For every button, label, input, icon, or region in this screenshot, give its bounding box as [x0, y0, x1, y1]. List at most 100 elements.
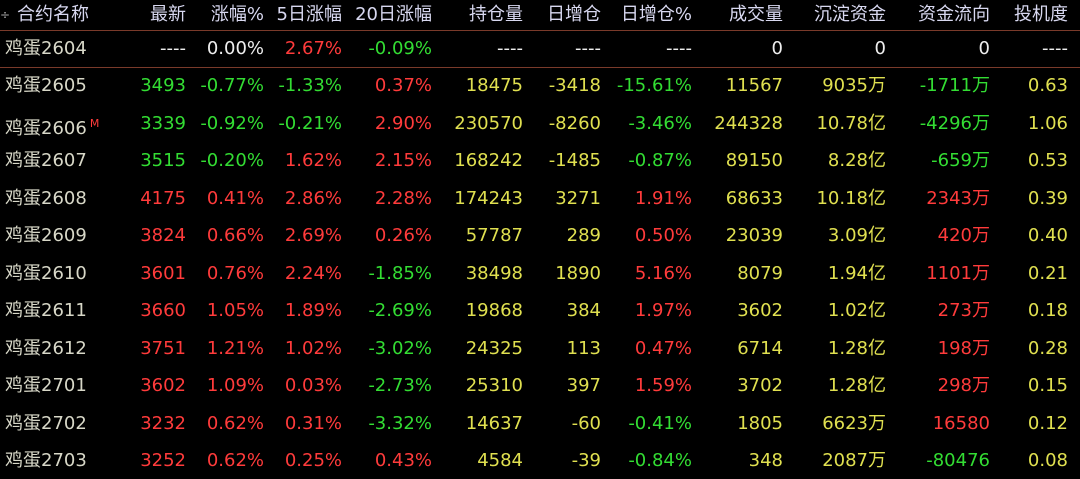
quote-cell: 397 [566, 375, 601, 396]
column-header: 资金流向 [918, 4, 990, 25]
quote-cell: 174243 [454, 187, 523, 209]
quote-cell: -3.02% [368, 337, 432, 359]
quote-cell: 0.31% [284, 412, 342, 434]
quote-cell: 1.02亿 [827, 300, 886, 321]
quote-cell: -39 [571, 450, 601, 471]
quote-cell: 1.94亿 [827, 262, 886, 284]
column-header: 成交量 [729, 4, 783, 25]
quote-cell: ---- [160, 38, 186, 59]
quote-cell: 1.09% [206, 375, 264, 396]
quote-cell: 18475 [465, 75, 523, 96]
column-header: 涨幅% [210, 4, 264, 25]
column-header: 20日涨幅 [355, 4, 432, 25]
quote-cell: 1805 [737, 412, 783, 434]
quote-cell: ---- [497, 38, 523, 59]
quote-cell: 0.63 [1027, 75, 1068, 96]
quote-cell: 3702 [737, 375, 783, 396]
quote-cell: 2.86% [284, 187, 342, 209]
quote-cell: 0 [771, 38, 783, 59]
quote-cell: 1.06 [1027, 112, 1068, 134]
quote-cell: ---- [1042, 38, 1068, 59]
quote-cell: 6623万 [822, 412, 886, 434]
quote-cell: 198万 [937, 337, 990, 359]
contract-name: 鸡蛋2607 [5, 150, 87, 171]
quote-cell: 1101万 [926, 262, 990, 284]
quote-cell: 0.37% [374, 75, 432, 96]
column-header: 最新 [150, 4, 186, 25]
quote-cell: 0.39 [1027, 187, 1068, 209]
quote-cell: 19868 [465, 300, 523, 321]
quote-cell: -1.33% [278, 75, 342, 96]
quote-cell: 10.18亿 [816, 187, 886, 209]
quote-cell: -0.41% [628, 412, 692, 434]
column-header: 5日涨幅 [276, 4, 342, 25]
quote-cell: 3751 [140, 337, 186, 359]
quote-cell: 0.66% [206, 225, 264, 246]
quote-cell: 14637 [465, 412, 523, 434]
quote-cell: 0.26% [374, 225, 432, 246]
quote-cell: -659万 [931, 150, 990, 171]
quote-cell: 384 [566, 300, 601, 321]
quote-cell: 0.43% [374, 450, 432, 471]
contract-name: 鸡蛋2609 [5, 225, 87, 246]
quote-cell: -0.87% [628, 150, 692, 171]
column-header: 投机度 [1014, 4, 1068, 25]
quote-cell: -3.32% [368, 412, 432, 434]
quote-cell: -3.46% [628, 112, 692, 134]
quote-cell: 3271 [555, 187, 601, 209]
quote-cell: 3.09亿 [827, 225, 886, 246]
contract-name: 鸡蛋2701 [5, 375, 87, 396]
quote-cell: 420万 [937, 225, 990, 246]
quote-cell: 3493 [140, 75, 186, 96]
quote-cell: 0 [978, 38, 990, 59]
quote-cell: -60 [571, 412, 601, 434]
quote-cell: 89150 [725, 150, 783, 171]
quote-cell: -1711万 [919, 75, 990, 96]
column-header: 日增仓 [547, 4, 601, 25]
quote-cell: -0.09% [368, 38, 432, 59]
quote-cell: 0.18 [1027, 300, 1068, 321]
quote-cell: 16580 [932, 412, 990, 434]
quote-cell: 230570 [454, 112, 523, 134]
quote-cell: 2.90% [374, 112, 432, 134]
contract-name: 鸡蛋2702 [5, 412, 87, 434]
quote-cell: 3602 [737, 300, 783, 321]
column-header: 沉淀资金 [814, 4, 886, 25]
quote-cell: 0.12 [1027, 412, 1068, 434]
quote-cell: 0.03% [284, 375, 342, 396]
quote-cell: 0.00% [206, 38, 264, 59]
quote-cell: 24325 [465, 337, 523, 359]
quote-cell: 2.28% [374, 187, 432, 209]
quote-cell: 57787 [465, 225, 523, 246]
contract-name: 鸡蛋2610 [5, 262, 87, 284]
quote-cell: 0.21 [1027, 262, 1068, 284]
quote-cell: -1485 [548, 150, 601, 171]
quote-cell: 289 [566, 225, 601, 246]
quote-cell: 68633 [725, 187, 783, 209]
quote-cell: 0.08 [1027, 450, 1068, 471]
quote-cell: 1.59% [634, 375, 692, 396]
quote-cell: 0.40 [1027, 225, 1068, 246]
quote-cell: 2343万 [926, 187, 990, 209]
quote-cell: 1.05% [206, 300, 264, 321]
quote-cell: 1.21% [206, 337, 264, 359]
contract-name: 鸡蛋2703 [5, 450, 87, 471]
row-divider [0, 67, 1080, 68]
quote-cell: -4296万 [919, 112, 990, 134]
quote-cell: 298万 [937, 375, 990, 396]
quote-cell: 0.62% [206, 450, 264, 471]
quote-cell: 0.62% [206, 412, 264, 434]
contract-name: 鸡蛋2611 [5, 300, 87, 321]
quote-cell: -15.61% [616, 75, 692, 96]
quote-cell: 244328 [714, 112, 783, 134]
quote-cell: 2.67% [284, 38, 342, 59]
contract-name: 鸡蛋2606 M [5, 116, 100, 139]
quote-cell: -3418 [548, 75, 601, 96]
quote-cell: 2.15% [374, 150, 432, 171]
quote-cell: 11567 [725, 75, 783, 96]
quote-cell: 25310 [465, 375, 523, 396]
quote-cell: 1.02% [284, 337, 342, 359]
quote-cell: -1.85% [368, 262, 432, 284]
quote-cell: 0 [874, 38, 886, 59]
